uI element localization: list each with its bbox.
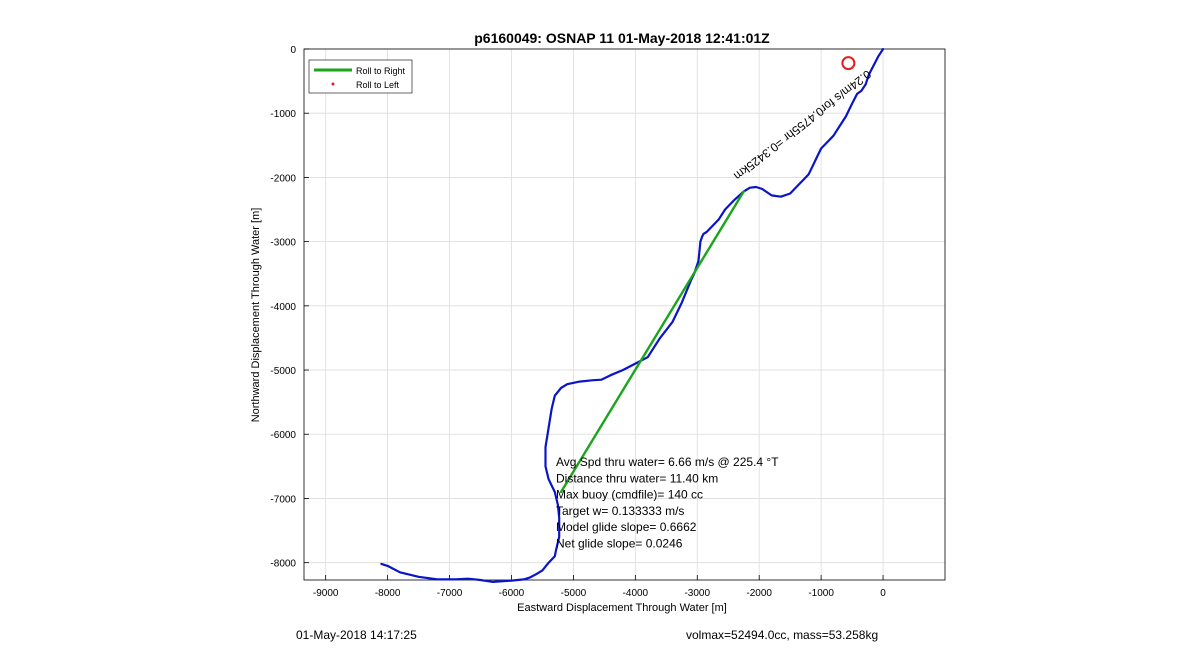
x-tick-label: 0 [880, 588, 886, 599]
legend: Roll to Right Roll to Left [308, 59, 413, 94]
y-tick-label: -5000 [270, 366, 296, 377]
stats-text-block: Avg Spd thru water= 6.66 m/s @ 225.4 °T D… [556, 455, 779, 551]
legend-label-roll-left: Roll to Left [356, 80, 400, 90]
x-tick-label: -7000 [437, 588, 463, 599]
footer-volmax-mass: volmax=52494.0cc, mass=53.258kg [686, 628, 879, 642]
marker-layer [841, 56, 856, 71]
x-tick-label: -3000 [684, 588, 710, 599]
glider-track-line [380, 47, 885, 584]
stats-line: Net glide slope= 0.0246 [556, 537, 683, 551]
x-tick-label: -9000 [313, 588, 339, 599]
x-tick-label: -6000 [499, 588, 525, 599]
stats-line: Target w= 0.133333 m/s [556, 504, 684, 518]
stats-line: Avg Spd thru water= 6.66 m/s @ 225.4 °T [556, 455, 779, 469]
y-axis-label: Northward Displacement Through Water [m] [250, 208, 262, 423]
y-tick-label: 0 [290, 45, 296, 56]
y-tick-label: -2000 [270, 173, 296, 184]
roll-to-right-line [559, 190, 745, 494]
footer-timestamp: 01-May-2018 14:17:25 [296, 628, 417, 642]
legend-swatch-roll-left [331, 82, 335, 86]
chart-title: p6160049: OSNAP 11 01-May-2018 12:41:01Z [474, 30, 770, 46]
y-tick-label: -1000 [270, 109, 296, 120]
y-tick-label: -3000 [270, 238, 296, 249]
x-tick-label: -4000 [623, 588, 649, 599]
x-tick-label: -1000 [808, 588, 834, 599]
y-tick-label: -4000 [270, 302, 296, 313]
stats-line: Distance thru water= 11.40 km [556, 471, 718, 485]
track-annotation-label: 0.24m/s for0.4755hr =0.3425km [731, 67, 874, 183]
x-tick-label: -5000 [561, 588, 587, 599]
stats-line: Model glide slope= 0.6662 [556, 520, 697, 534]
surface-position-marker [841, 56, 856, 71]
legend-box [308, 59, 413, 94]
y-tick-label: -8000 [270, 559, 296, 570]
stats-line: Max buoy (cmdfile)= 140 cc [556, 488, 703, 502]
series-layer [380, 47, 885, 584]
x-axis-label: Eastward Displacement Through Water [m] [517, 602, 727, 614]
y-tick-label: -6000 [270, 430, 296, 441]
axis-ticks: -9000 -8000 -7000 -6000 -5000 -4000 -3000 -2000… [270, 45, 886, 599]
x-tick-label: -8000 [375, 588, 401, 599]
plot-area-frame [303, 48, 946, 581]
legend-label-roll-right: Roll to Right [356, 66, 406, 76]
y-tick-label: -7000 [270, 494, 296, 505]
x-tick-label: -2000 [746, 588, 772, 599]
